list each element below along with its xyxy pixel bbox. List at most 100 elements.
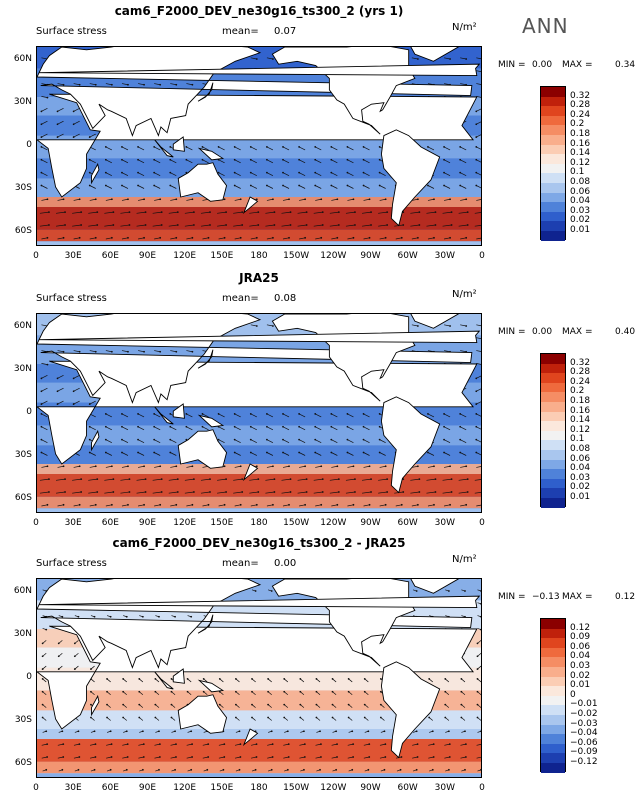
stress-arrow xyxy=(411,198,418,201)
stress-arrowhead xyxy=(238,730,241,733)
stress-arrowhead xyxy=(378,425,381,428)
stress-arrowhead xyxy=(266,438,268,441)
stress-arrowhead xyxy=(255,743,258,746)
surface-stress-map xyxy=(37,314,481,512)
stress-arrowhead xyxy=(286,730,289,733)
stress-arrow xyxy=(347,743,354,746)
stress-arrowhead xyxy=(110,198,113,201)
stress-arrow xyxy=(460,504,467,507)
stress-arrowhead xyxy=(142,743,145,746)
stress-arrow xyxy=(426,224,436,227)
colorbar-swatch xyxy=(541,125,565,135)
stress-arrowhead xyxy=(273,478,276,481)
stress-arrowhead xyxy=(62,503,65,506)
continents xyxy=(37,314,481,494)
stress-arrowhead xyxy=(428,678,431,680)
stress-arrow xyxy=(476,108,481,112)
stress-arrowhead xyxy=(192,211,195,214)
stress-arrowhead xyxy=(400,236,403,239)
stress-arrowhead xyxy=(270,590,273,592)
map-frame xyxy=(36,313,482,513)
land-outline xyxy=(177,429,228,469)
stress-arrow xyxy=(105,452,113,456)
land-outline xyxy=(197,414,225,428)
stress-arrowhead xyxy=(416,465,419,468)
colorbar-swatch xyxy=(541,686,565,696)
stress-arrow xyxy=(121,439,129,443)
colorbar-swatch xyxy=(541,657,565,667)
stress-arrowhead xyxy=(289,491,292,493)
stress-arrowhead xyxy=(121,184,123,187)
stress-arrow xyxy=(476,57,481,60)
lat-tick-label: 0 xyxy=(26,672,32,682)
stress-arrowhead xyxy=(78,83,81,86)
panel-title: JRA25 xyxy=(239,271,279,285)
colorbar-swatch xyxy=(541,638,565,648)
stress-arrowhead xyxy=(73,655,76,658)
stress-arrow xyxy=(329,478,339,481)
stress-arrowhead xyxy=(368,465,371,468)
stress-arrowhead xyxy=(465,58,468,60)
stress-arrowhead xyxy=(476,668,479,670)
stress-arrow xyxy=(347,426,354,431)
stress-arrowhead xyxy=(56,110,59,113)
stress-arrow xyxy=(73,375,80,379)
stress-arrow xyxy=(73,400,80,405)
stress-arrow xyxy=(443,172,451,176)
land-outline xyxy=(177,162,228,202)
stress-arrowhead xyxy=(257,211,260,214)
stress-arrow xyxy=(412,756,418,759)
stress-arrowhead xyxy=(255,503,258,506)
stress-arrow xyxy=(120,478,130,481)
stress-arrowhead xyxy=(351,730,354,733)
colorbar-swatch xyxy=(541,192,565,203)
stress-arrowhead xyxy=(299,703,302,706)
lon-tick-label: 0 xyxy=(33,783,39,793)
stress-arrow xyxy=(363,426,370,431)
stress-arrowhead xyxy=(233,158,236,161)
stress-arrow xyxy=(444,756,450,759)
stress-arrowhead xyxy=(481,58,482,60)
stress-band xyxy=(37,474,481,497)
stress-arrow xyxy=(282,146,290,151)
land-outline xyxy=(197,349,214,369)
stress-arrowhead xyxy=(321,211,324,214)
colorbar-swatch xyxy=(541,459,565,470)
stress-arrowhead xyxy=(416,325,419,327)
stress-arrow xyxy=(186,504,193,507)
stress-arrowhead xyxy=(158,615,160,618)
stress-arrow xyxy=(88,478,98,481)
stress-arrow xyxy=(39,491,49,494)
stress-arrowhead xyxy=(143,198,145,201)
stress-arrowhead xyxy=(40,413,43,415)
stress-arrowhead xyxy=(169,413,172,415)
stress-arrow xyxy=(250,237,257,240)
colorbar-label: 0.02 xyxy=(570,215,591,226)
stress-arrowhead xyxy=(176,211,179,214)
stress-arrow xyxy=(73,756,80,759)
stress-arrow xyxy=(105,146,113,151)
stress-arrow xyxy=(170,198,177,201)
stress-arrowhead xyxy=(94,83,97,86)
stress-arrow xyxy=(55,491,66,494)
stress-arrow xyxy=(170,83,177,86)
stress-arrow xyxy=(315,237,322,240)
stress-arrowhead xyxy=(218,690,221,693)
stress-arrow xyxy=(234,465,241,468)
stress-arrowhead xyxy=(303,756,306,758)
stress-arrow xyxy=(266,452,274,456)
stress-arrow xyxy=(218,413,225,418)
stress-arrow xyxy=(234,743,241,746)
stress-arrow xyxy=(315,172,322,176)
stress-arrow xyxy=(442,224,452,227)
stress-arrowhead xyxy=(88,451,91,454)
colorbar-swatch xyxy=(541,211,565,222)
stress-arrowhead xyxy=(153,158,156,161)
stress-arrow xyxy=(379,756,386,759)
stress-arrowhead xyxy=(418,211,421,214)
stress-arrowhead xyxy=(41,668,44,670)
stress-arrowhead xyxy=(267,716,270,719)
stress-arrowhead xyxy=(444,690,447,693)
stress-arrowhead xyxy=(449,503,451,506)
stress-arrowhead xyxy=(110,83,113,86)
